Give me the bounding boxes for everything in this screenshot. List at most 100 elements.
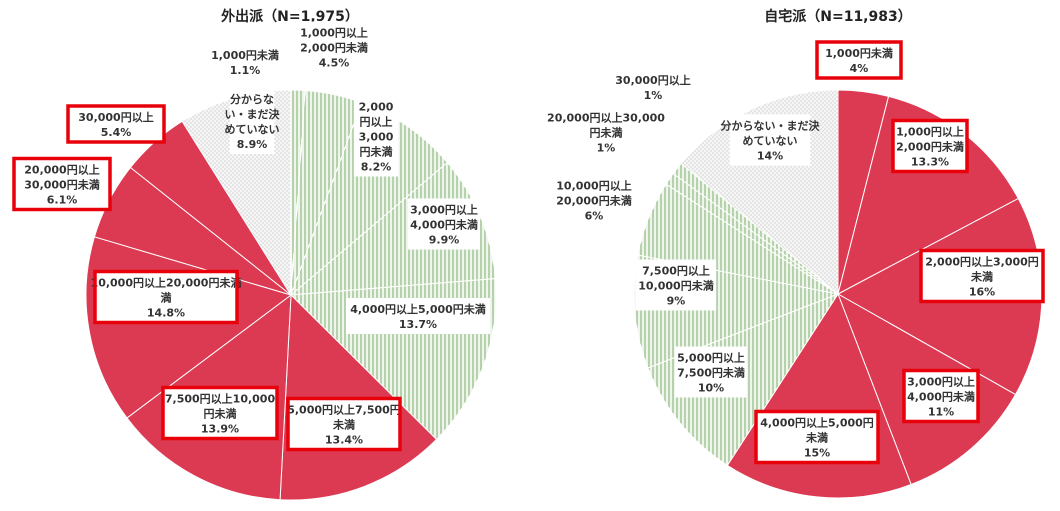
- pie-1-label-1: 1,000円以上 2,000円未満 13.3%: [891, 118, 969, 174]
- pie-1-category-6: 7,500円以上: [642, 264, 710, 278]
- pie-0-value-0: 1.1%: [230, 64, 261, 77]
- pie-1-category-3: 3,000円以上: [907, 375, 975, 389]
- pie-0-category-0: 1,000円未満: [211, 48, 279, 62]
- pie-0-value-10: 8.9%: [237, 138, 268, 151]
- pie-1-category-0: 1,000円未満: [825, 46, 893, 60]
- pie-0-label-6: 7,500円以上10,000 円未満 13.9%: [161, 385, 279, 441]
- pie-1-label-bg-4: [756, 411, 878, 463]
- pie-1-category-8: 20,000円以上30,000: [547, 111, 665, 125]
- pie-0-label-bg-6: [163, 387, 277, 439]
- pie-0-category-6: 円未満: [204, 407, 237, 421]
- pie-0-label-text-3: 3,000円以上 4,000円未満 9.9%: [410, 203, 478, 247]
- pie-0-highlight-box-7: [93, 269, 239, 325]
- pie-1-label-text-0: 1,000円未満 4%: [825, 46, 893, 75]
- pie-0-category-3: 3,000円以上: [410, 203, 478, 217]
- pie-1-category-1: 2,000円未満: [896, 140, 964, 154]
- pie-0-label-text-6: 7,500円以上10,000 円未満 13.9%: [165, 392, 276, 436]
- pie-1-category-4: 未満: [805, 431, 828, 445]
- pie-0-label-3: 3,000円以上 4,000円未満 9.9%: [408, 198, 480, 250]
- pie-1-label-3: 3,000円以上 4,000円未満 11%: [902, 368, 980, 424]
- pie-0-label-bg-8: [14, 158, 110, 210]
- pie-0-label-bg-1: [298, 21, 370, 73]
- pie-0-category-2: 3,000: [359, 131, 394, 144]
- pie-1-label-text-5: 5,000円以上 7,500円未満 10%: [677, 351, 745, 395]
- pie-0-label-bg-7: [95, 271, 237, 323]
- pie-0-label-bg-3: [408, 198, 480, 250]
- pie-left: 1,000円未満 1.1%1,000円以上 2,000円未満 4.5%2,000 円以上…: [12, 21, 497, 501]
- chart-title-right: 自宅派（N=11,983）: [764, 8, 911, 25]
- pie-0-label-text-0: 1,000円未満 1.1%: [211, 48, 279, 77]
- pie-0-category-8: 30,000円未満: [24, 178, 99, 192]
- pie-0-label-9: 30,000円以上 5.4%: [66, 104, 166, 144]
- pie-1-label-6: 7,500円以上 10,000円未満 9%: [635, 259, 717, 311]
- pie-1-label-7: 10,000円以上 20,000円未満 6%: [553, 174, 635, 226]
- pie-0-label-text-4: 4,000円以上5,000円未満 13.7%: [350, 302, 486, 331]
- pie-1-label-text-3: 3,000円以上 4,000円未満 11%: [907, 375, 975, 419]
- pie-0-label-4: 4,000円以上5,000円未満 13.7%: [346, 298, 490, 334]
- pie-1-category-7: 20,000円未満: [556, 194, 631, 208]
- pie-1-category-5: 5,000円以上: [677, 351, 745, 365]
- pie-0-label-bg-9: [68, 106, 164, 142]
- pie-1-label-bg-5: [675, 346, 747, 398]
- pie-0-category-5: 5,000円以上7,500円: [287, 403, 401, 417]
- pie-1-label-bg-1: [893, 120, 967, 172]
- pie-0-label-bg-2: [353, 95, 399, 177]
- pie-1-category-7: 10,000円以上: [556, 179, 631, 193]
- pie-0-category-3: 4,000円未満: [410, 218, 478, 232]
- pie-1-category-1: 1,000円以上: [896, 125, 964, 139]
- pie-1-value-3: 11%: [928, 406, 954, 419]
- pie-1-category-10: 分からない・まだ決: [721, 119, 821, 133]
- pie-0-label-bg-4: [346, 298, 490, 334]
- pie-0-value-9: 5.4%: [101, 126, 132, 139]
- pie-0-value-5: 13.4%: [325, 434, 363, 447]
- pie-1-label-text-8: 20,000円以上30,000 円未満 1%: [547, 111, 665, 155]
- pie-1-value-0: 4%: [850, 62, 869, 75]
- pie-1-label-bg-10: [729, 114, 811, 166]
- pie-1-category-5: 7,500円未満: [677, 366, 745, 380]
- pie-0-value-6: 13.9%: [201, 423, 239, 436]
- pie-0-category-9: 30,000円以上: [78, 110, 153, 124]
- pie-1-highlight-box-3: [902, 368, 980, 424]
- pie-0-label-0: 1,000円未満 1.1%: [209, 44, 281, 80]
- pie-0-label-text-7: 10,000円以上20,000円未満満 14.8%: [91, 276, 242, 320]
- pie-1-highlight-box-0: [815, 40, 903, 80]
- pie-1-category-2: 未満: [970, 270, 993, 284]
- pie-1-label-8: 20,000円以上30,000 円未満 1%: [538, 106, 674, 158]
- pie-0-category-5: 未満: [332, 418, 355, 432]
- pie-0-label-bg-10: [229, 88, 275, 154]
- pie-1-value-5: 10%: [698, 382, 724, 395]
- pie-0-label-10: 分からない・まだ決めていない 8.9%: [225, 88, 281, 154]
- pie-0-slice-3: [289, 161, 496, 296]
- pie-1-value-7: 6%: [585, 210, 604, 223]
- pie-1-label-10: 分からない・まだ決めていない 14%: [721, 114, 821, 166]
- pie-0-category-8: 20,000円以上: [24, 163, 99, 177]
- pie-0-value-8: 6.1%: [47, 194, 78, 207]
- pie-0-category-1: 1,000円以上: [300, 26, 368, 40]
- pie-1-value-6: 9%: [667, 295, 686, 308]
- pie-1-value-1: 13.3%: [911, 156, 949, 169]
- pie-1-label-text-7: 10,000円以上 20,000円未満 6%: [556, 179, 631, 223]
- pie-0-label-text-1: 1,000円以上 2,000円未満 4.5%: [300, 26, 368, 70]
- pie-0-highlight-box-8: [12, 156, 112, 212]
- pie-0-label-text-9: 30,000円以上 5.4%: [78, 110, 153, 139]
- pie-0-category-4: 4,000円以上5,000円未満: [350, 302, 486, 316]
- pie-1-label-text-4: 4,000円以上5,000円未満 15%: [760, 416, 874, 460]
- pie-1-category-4: 4,000円以上5,000円: [760, 416, 874, 430]
- pie-0-highlight-box-9: [66, 104, 166, 144]
- pie-1-label-bg-3: [904, 370, 978, 422]
- pie-1-value-10: 14%: [757, 150, 783, 163]
- pie-0-category-2: 2,000: [359, 101, 394, 114]
- pie-0-category-7: 満: [161, 291, 172, 305]
- pie-1-highlight-box-2: [919, 248, 1045, 304]
- pie-1-highlight-box-4: [754, 409, 880, 465]
- pie-0-label-text-5: 5,000円以上7,500円未満 13.4%: [287, 403, 401, 447]
- pie-0-category-10: い・まだ決: [225, 107, 281, 121]
- pie-1-category-3: 4,000円未満: [907, 390, 975, 404]
- pie-0-label-bg-5: [288, 398, 400, 450]
- pie-0-category-6: 7,500円以上10,000: [165, 392, 276, 406]
- pie-1-label-text-10: 分からない・まだ決めていない 14%: [721, 119, 821, 163]
- pie-1-category-2: 2,000円以上3,000円: [925, 255, 1039, 269]
- pie-0-label-text-8: 20,000円以上 30,000円未満 6.1%: [24, 163, 99, 207]
- pie-right: 1,000円未満 4% 1,000円以上 2,000円未満 13.3% 2,000円以上3…: [538, 40, 1045, 499]
- pie-1-value-9: 1%: [644, 89, 663, 102]
